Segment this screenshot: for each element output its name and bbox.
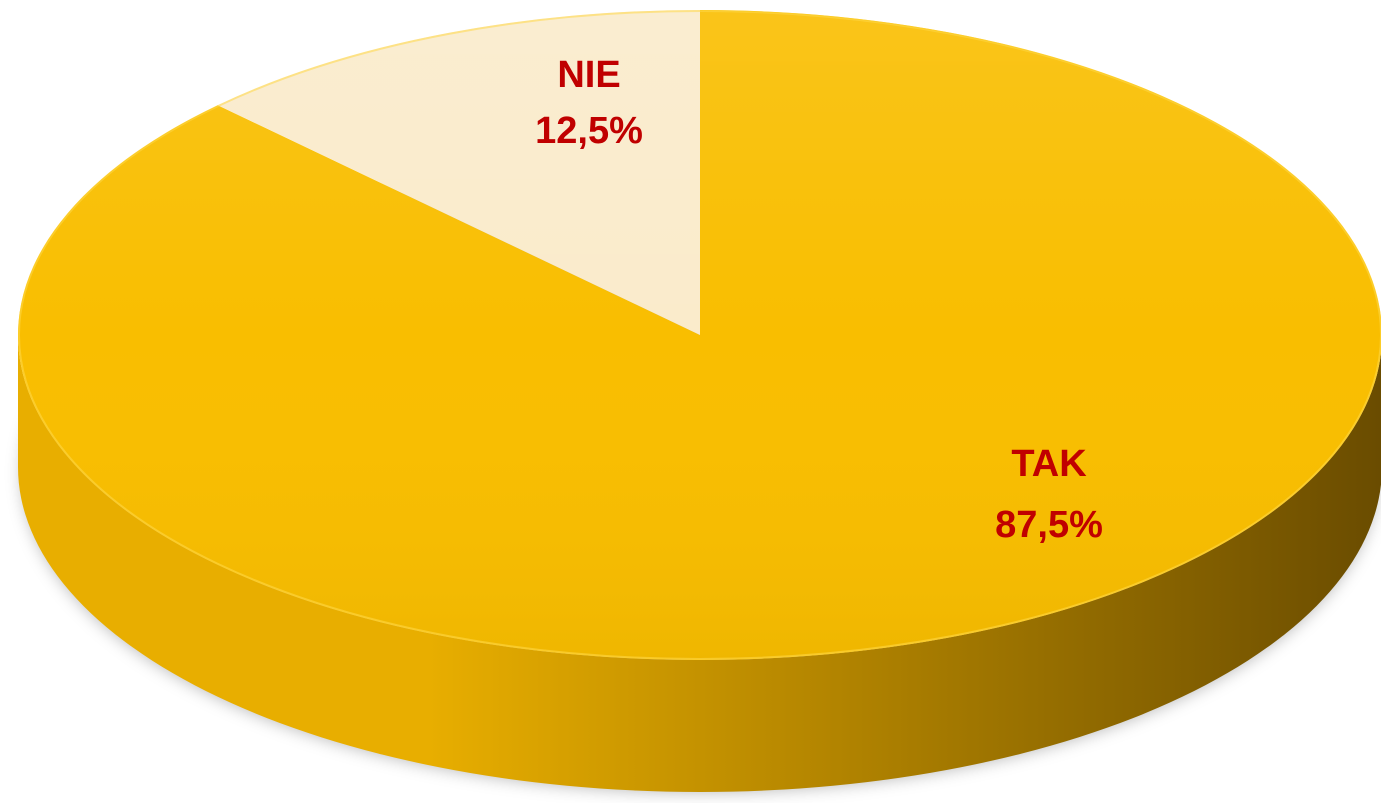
pie-top-slices — [18, 10, 1381, 660]
pie-side-walls — [18, 335, 1381, 792]
pie-side-tak — [18, 335, 1381, 792]
data-label-tak-value: 87,5% — [995, 504, 1103, 546]
data-label-nie-value: 12,5% — [535, 110, 643, 152]
pie-data-labels: TAK 87,5% NIE 12,5% — [535, 54, 1103, 546]
data-label-nie-category: NIE — [557, 54, 620, 96]
pie-top-rim — [18, 10, 1381, 660]
data-label-tak-category: TAK — [1011, 443, 1087, 485]
